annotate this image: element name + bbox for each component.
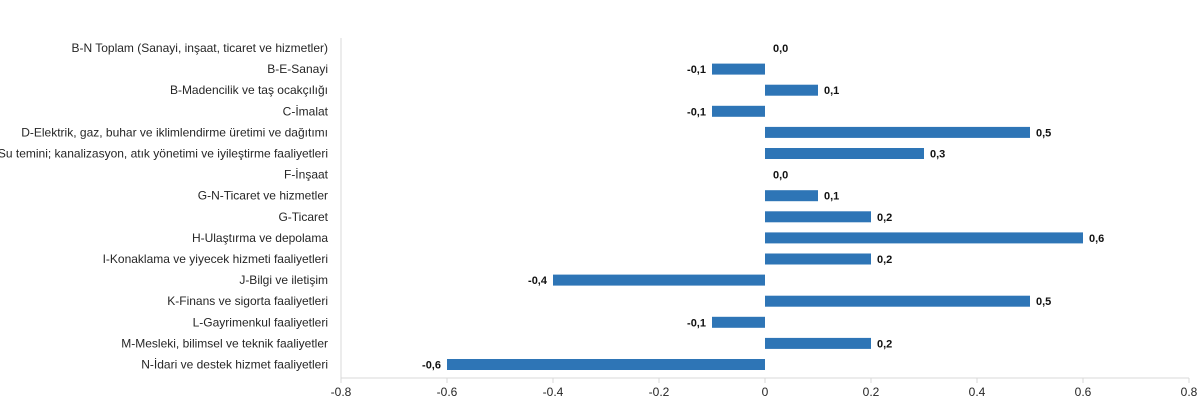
bar [712, 105, 765, 117]
category-label: G-Ticaret [278, 210, 328, 224]
category-label: B-N Toplam (Sanayi, inşaat, ticaret ve h… [71, 41, 328, 55]
x-tick-label: -0.6 [437, 385, 458, 399]
category-label: K-Finans ve sigorta faaliyetleri [167, 294, 328, 308]
bar [765, 126, 1030, 138]
bar [765, 211, 871, 223]
data-label: 0,0 [773, 43, 788, 55]
data-label: -0,1 [687, 317, 706, 329]
x-tick-label: -0.8 [331, 385, 352, 399]
data-label: 0,2 [877, 338, 892, 350]
data-label: 0,0 [773, 170, 788, 182]
category-label: L-Gayrimenkul faaliyetleri [193, 315, 328, 329]
x-tick-label: 0.8 [1181, 385, 1198, 399]
category-label: N-İdari ve destek hizmet faaliyetleri [141, 358, 328, 372]
data-label: 0,1 [824, 191, 839, 203]
x-tick-label: 0.2 [863, 385, 880, 399]
category-label: I-Konaklama ve yiyecek hizmeti faaliyetl… [103, 252, 328, 266]
category-label: G-N-Ticaret ve hizmetler [198, 189, 328, 203]
category-label: F-İnşaat [284, 168, 329, 182]
category-label: C-İmalat [283, 104, 329, 118]
data-label: 0,5 [1036, 127, 1051, 139]
x-tick-label: 0.4 [969, 385, 986, 399]
x-tick-label: -0.4 [543, 385, 564, 399]
data-label: -0,1 [687, 64, 706, 76]
bar [765, 295, 1030, 307]
category-label: H-Ulaştırma ve depolama [192, 231, 328, 245]
x-tick-label: -0.2 [649, 385, 670, 399]
data-label: 0,5 [1036, 296, 1051, 308]
bar [447, 359, 765, 370]
data-label: -0,6 [422, 360, 441, 372]
x-tick-label: 0 [762, 385, 769, 399]
bar [765, 148, 924, 159]
data-label: 0,3 [930, 149, 945, 161]
category-label: E-Su temini; kanalizasyon, atık yönetimi… [0, 147, 328, 161]
category-label: D-Elektrik, gaz, buhar ve iklimlendirme … [21, 125, 328, 139]
bar [765, 337, 871, 349]
category-label: J-Bilgi ve iletişim [239, 273, 328, 287]
bar [765, 232, 1083, 244]
data-label: -0,1 [687, 106, 706, 118]
bar [765, 190, 818, 202]
bar [712, 63, 765, 75]
bar [765, 84, 818, 96]
data-label: 0,2 [877, 254, 892, 266]
bar [765, 253, 871, 265]
category-label: B-E-Sanayi [267, 62, 328, 76]
category-label: B-Madencilik ve taş ocakçılığı [170, 83, 328, 97]
bar [712, 316, 765, 328]
data-label: -0,4 [528, 275, 548, 287]
data-label: 0,1 [824, 85, 839, 97]
x-tick-label: 0.6 [1075, 385, 1092, 399]
data-label: 0,2 [877, 212, 892, 224]
data-label: 0,6 [1089, 233, 1104, 245]
bar [553, 274, 765, 286]
category-label: M-Mesleki, bilimsel ve teknik faaliyetle… [121, 336, 328, 350]
